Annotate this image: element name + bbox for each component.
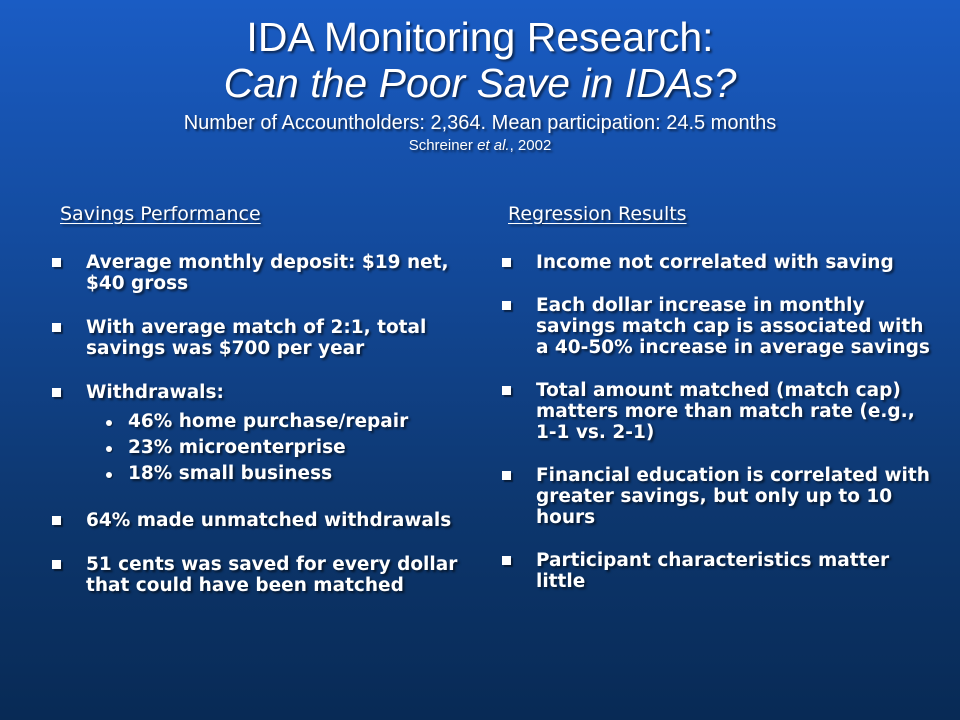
sub-list-item: 18% small business — [86, 461, 464, 487]
regression-results-heading: Regression Results — [508, 203, 687, 225]
list-item-text: 64% made unmatched withdrawals — [86, 510, 452, 531]
list-item: Average monthly deposit: $19 net, $40 gr… — [44, 252, 464, 294]
list-item: 51 cents was saved for every dollar that… — [44, 554, 464, 596]
list-item-text: 51 cents was saved for every dollar that… — [86, 554, 458, 596]
citation: Schreiner et al., 2002 — [0, 136, 960, 156]
slide-title-question: Can the Poor Save in IDAs? — [223, 60, 737, 106]
list-item: Withdrawals: 46% home purchase/repair 23… — [44, 382, 464, 487]
sub-list-item-text: 46% home purchase/repair — [128, 411, 409, 432]
list-item: With average match of 2:1, total savings… — [44, 317, 464, 359]
square-bullet-icon — [502, 386, 511, 395]
square-bullet-icon — [52, 560, 61, 569]
citation-etal: et al. — [477, 137, 510, 154]
citation-author: Schreiner — [408, 137, 473, 154]
list-item: Financial education is correlated with g… — [494, 465, 934, 528]
sub-list-item: 46% home purchase/repair — [86, 409, 464, 435]
square-bullet-icon — [52, 388, 61, 397]
withdrawals-sublist: 46% home purchase/repair 23% microenterp… — [86, 409, 464, 487]
list-item-text: Income not correlated with saving — [536, 252, 894, 273]
list-item: Each dollar increase in monthly savings … — [494, 295, 934, 358]
regression-results-column: Regression Results Income not correlated… — [494, 202, 934, 614]
sub-list-item-text: 18% small business — [128, 463, 333, 484]
list-item-text: With average match of 2:1, total savings… — [86, 317, 427, 359]
list-item-text: Average monthly deposit: $19 net, $40 gr… — [86, 252, 449, 294]
sub-list-item: 23% microenterprise — [86, 435, 464, 461]
citation-year: , 2002 — [509, 137, 552, 154]
slide-title: IDA Monitoring Research: — [246, 14, 714, 60]
list-item: Participant characteristics matter littl… — [494, 550, 934, 592]
square-bullet-icon — [52, 258, 61, 267]
list-item-text: Withdrawals: — [86, 382, 224, 403]
list-item: Total amount matched (match cap) matters… — [494, 380, 934, 443]
round-bullet-icon — [106, 446, 112, 452]
square-bullet-icon — [52, 516, 61, 525]
list-item-text: Total amount matched (match cap) matters… — [536, 380, 915, 443]
list-item: 64% made unmatched withdrawals — [44, 510, 464, 531]
slide-subtitle: Number of Accountholders: 2,364. Mean pa… — [183, 112, 777, 134]
regression-results-list: Income not correlated with saving Each d… — [494, 252, 934, 592]
sub-list-item-text: 23% microenterprise — [128, 437, 346, 458]
list-item-text: Each dollar increase in monthly savings … — [536, 295, 930, 358]
list-item-text: Participant characteristics matter littl… — [536, 550, 890, 592]
savings-performance-column: Savings Performance Average monthly depo… — [44, 202, 464, 619]
round-bullet-icon — [106, 420, 112, 426]
square-bullet-icon — [502, 556, 511, 565]
savings-performance-list: Average monthly deposit: $19 net, $40 gr… — [44, 252, 464, 596]
list-item-text: Financial education is correlated with g… — [536, 465, 930, 528]
square-bullet-icon — [502, 471, 511, 480]
slide-title-block: IDA Monitoring Research: Can the Poor Sa… — [0, 14, 960, 156]
square-bullet-icon — [502, 258, 511, 267]
savings-performance-heading: Savings Performance — [60, 203, 261, 225]
list-item: Income not correlated with saving — [494, 252, 934, 273]
round-bullet-icon — [106, 472, 112, 478]
square-bullet-icon — [52, 323, 61, 332]
square-bullet-icon — [502, 301, 511, 310]
